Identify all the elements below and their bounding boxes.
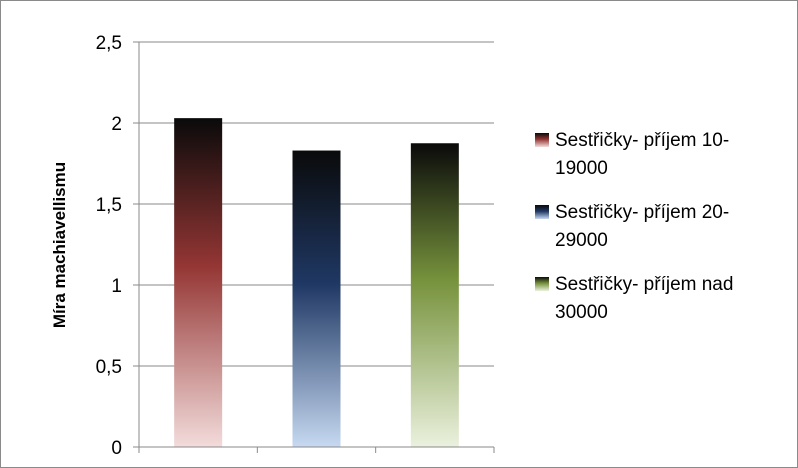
legend-label-1: 19000 (555, 158, 608, 179)
y-axis-title: Míra machiavellismu (50, 162, 69, 328)
legend-swatch-3 (535, 277, 549, 291)
legend-label-2: Sestřičky- příjem 20- (555, 202, 729, 223)
y-tick-label: 0,5 (96, 357, 122, 378)
legend-swatch-1 (535, 133, 549, 147)
legend-swatch-2 (535, 205, 549, 219)
legend-label-1: Sestřičky- příjem 10- (555, 130, 729, 151)
bars (139, 118, 494, 448)
legend-label-3: 30000 (555, 302, 608, 323)
bar-2 (292, 150, 341, 448)
y-tick-label: 1 (111, 276, 122, 297)
bar-3 (410, 143, 459, 447)
y-axis: 0 0,5 1 1,5 2 2,5 (96, 33, 495, 459)
legend: Sestřičky- příjem 10- 19000 Sestřičky- pří… (535, 130, 733, 323)
y-tick-label: 2 (111, 114, 122, 135)
legend-label-3: Sestřičky- příjem nad (555, 274, 733, 295)
y-tick-label: 1,5 (96, 195, 122, 216)
y-tick-label: 2,5 (96, 33, 122, 54)
legend-label-2: 29000 (555, 230, 608, 251)
y-tick-label: 0 (111, 438, 122, 459)
bar-1 (174, 118, 223, 447)
